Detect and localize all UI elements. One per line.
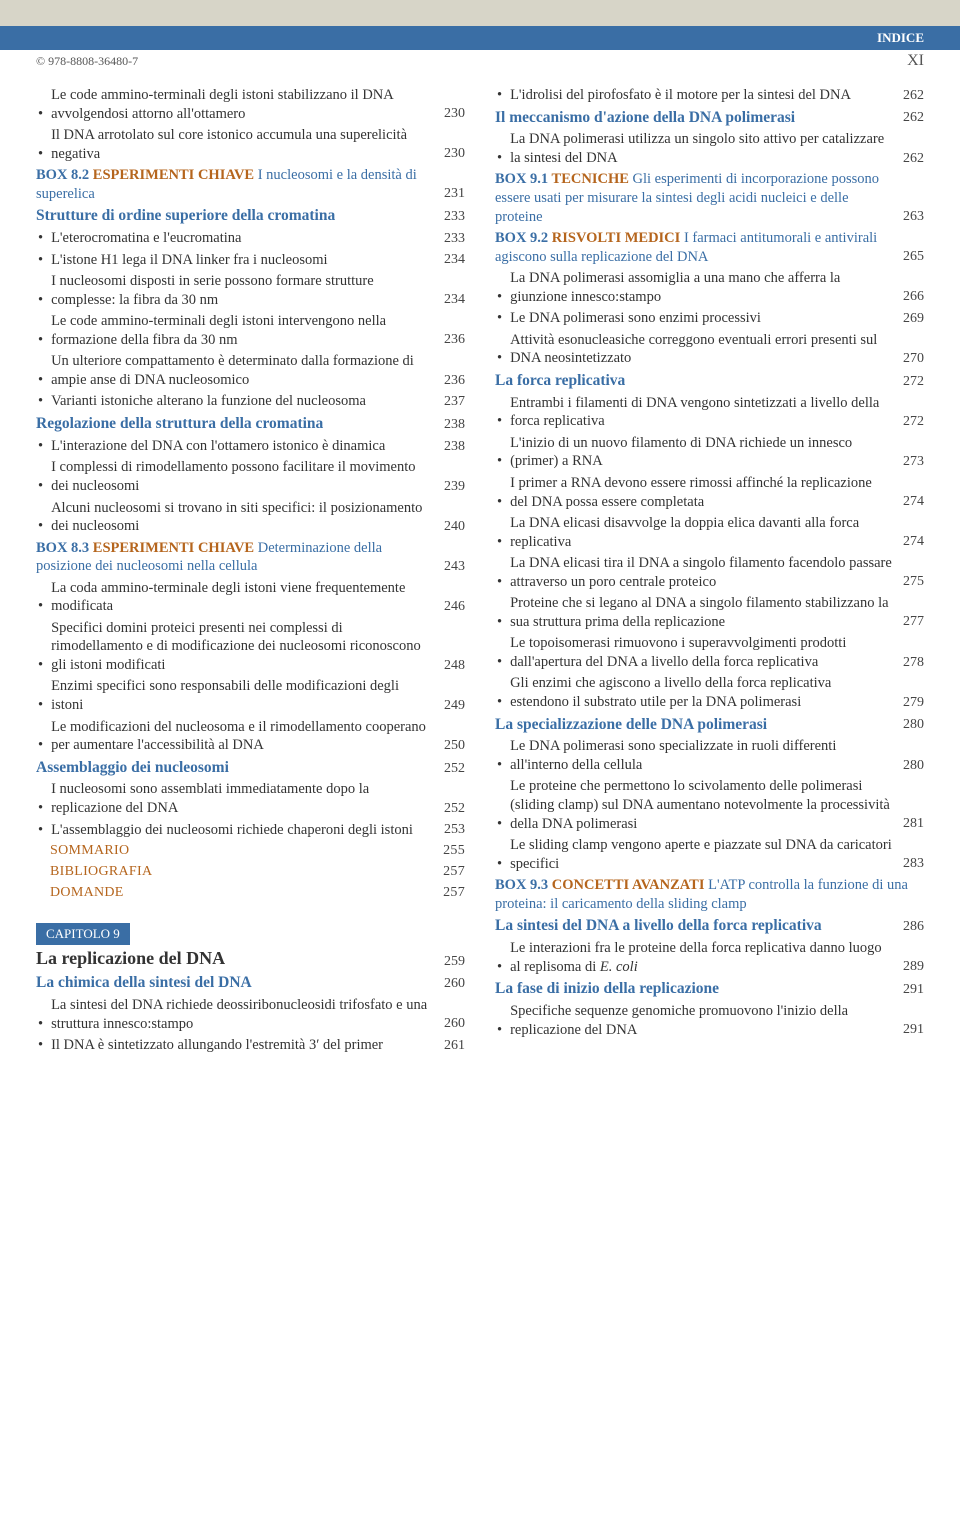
toc-section: Assemblaggio dei nucleosomi252: [36, 758, 465, 778]
toc-bullet: Il DNA è sintetizzato allungando l'estre…: [36, 1036, 465, 1055]
toc-box: BOX 9.1 TECNICHE Gli esperimenti di inco…: [495, 170, 924, 226]
toc-bullet: L'assemblaggio dei nucleosomi richiede c…: [36, 821, 465, 840]
toc-bullet: Le sliding clamp vengono aperte e piazza…: [495, 836, 924, 873]
left-column: Le code ammino-terminali degli istoni st…: [36, 86, 465, 1058]
toc-bullet: I primer a RNA devono essere rimossi aff…: [495, 474, 924, 511]
toc-section: La chimica della sintesi del DNA260: [36, 973, 465, 993]
toc-bullet: L'interazione del DNA con l'ottamero ist…: [36, 437, 465, 456]
page-roman: XI: [907, 52, 924, 70]
toc-bullet: La DNA polimerasi utilizza un singolo si…: [495, 130, 924, 167]
toc-bullet: L'idrolisi del pirofosfato è il motore p…: [495, 86, 924, 105]
header-label: INDICE: [0, 26, 960, 50]
toc-box: BOX 9.2 RISVOLTI MEDICI I farmaci antitu…: [495, 229, 924, 266]
toc-bullet: Le modificazioni del nucleosoma e il rim…: [36, 718, 465, 755]
toc-bullet: La DNA polimerasi assomiglia a una mano …: [495, 269, 924, 306]
toc-bullet: I nucleosomi sono assemblati immediatame…: [36, 780, 465, 817]
toc-section: Strutture di ordine superiore della crom…: [36, 206, 465, 226]
toc-bullet: Le code ammino-terminali degli istoni st…: [36, 86, 465, 123]
toc-bullet: Proteine che si legano al DNA a singolo …: [495, 594, 924, 631]
toc-bullet: La sintesi del DNA richiede deossiribonu…: [36, 996, 465, 1033]
toc-bullet: Il DNA arrotolato sul core istonico accu…: [36, 126, 465, 163]
toc-box: BOX 8.2 ESPERIMENTI CHIAVE I nucleosomi …: [36, 166, 465, 203]
toc-bullet: Specifiche sequenze genomiche promuovono…: [495, 1002, 924, 1039]
toc-bullet: Gli enzimi che agiscono a livello della …: [495, 674, 924, 711]
toc-box: BOX 9.3 CONCETTI AVANZATI L'ATP controll…: [495, 876, 924, 913]
toc-endref: SOMMARIO255: [36, 842, 465, 860]
toc-section: La sintesi del DNA a livello della forca…: [495, 916, 924, 936]
toc-bullet: Specifici domini proteici presenti nei c…: [36, 619, 465, 675]
toc-bullet: I nucleosomi disposti in serie possono f…: [36, 272, 465, 309]
chapter-title: La replicazione del DNA259: [36, 947, 465, 970]
toc-section: La fase di inizio della replicazione291: [495, 979, 924, 999]
toc-bullet: Entrambi i filamenti di DNA vengono sint…: [495, 394, 924, 431]
toc-bullet: Varianti istoniche alterano la funzione …: [36, 392, 465, 411]
toc-bullet: La DNA elicasi tira il DNA a singolo fil…: [495, 554, 924, 591]
toc-bullet: Le DNA polimerasi sono enzimi processivi…: [495, 309, 924, 328]
toc-section: La forca replicativa272: [495, 371, 924, 391]
toc-section: Il meccanismo d'azione della DNA polimer…: [495, 108, 924, 128]
toc-endref: DOMANDE257: [36, 884, 465, 902]
toc-bullet: Attività esonucleasiche correggono event…: [495, 331, 924, 368]
toc-bullet: Alcuni nucleosomi si trovano in siti spe…: [36, 499, 465, 536]
toc-bullet: La DNA elicasi disavvolge la doppia elic…: [495, 514, 924, 551]
isbn-text: © 978-8808-36480-7: [36, 54, 138, 69]
top-band: [0, 0, 960, 26]
toc-box: BOX 8.3 ESPERIMENTI CHIAVE Determinazion…: [36, 539, 465, 576]
content-columns: Le code ammino-terminali degli istoni st…: [0, 78, 960, 1078]
toc-section: La specializzazione delle DNA polimerasi…: [495, 715, 924, 735]
toc-endref: BIBLIOGRAFIA257: [36, 863, 465, 881]
header-row: © 978-8808-36480-7 XI: [0, 50, 960, 78]
toc-bullet: Enzimi specifici sono responsabili delle…: [36, 677, 465, 714]
toc-bullet: Le interazioni fra le proteine della for…: [495, 939, 924, 976]
toc-bullet: Un ulteriore compattamento è determinato…: [36, 352, 465, 389]
toc-bullet: Le topoisomerasi rimuovono i superavvolg…: [495, 634, 924, 671]
toc-bullet: L'inizio di un nuovo filamento di DNA ri…: [495, 434, 924, 471]
toc-bullet: La coda ammino-terminale degli istoni vi…: [36, 579, 465, 616]
toc-bullet: L'eterocromatina e l'eucromatina233: [36, 229, 465, 248]
toc-bullet: L'istone H1 lega il DNA linker fra i nuc…: [36, 251, 465, 270]
toc-bullet: I complessi di rimodellamento possono fa…: [36, 458, 465, 495]
toc-section: Regolazione della struttura della cromat…: [36, 414, 465, 434]
chapter-tag: CAPITOLO 9: [36, 923, 130, 946]
toc-bullet: Le proteine che permettono lo scivolamen…: [495, 777, 924, 833]
toc-bullet: Le DNA polimerasi sono specializzate in …: [495, 737, 924, 774]
toc-bullet: Le code ammino-terminali degli istoni in…: [36, 312, 465, 349]
right-column: L'idrolisi del pirofosfato è il motore p…: [495, 86, 924, 1058]
